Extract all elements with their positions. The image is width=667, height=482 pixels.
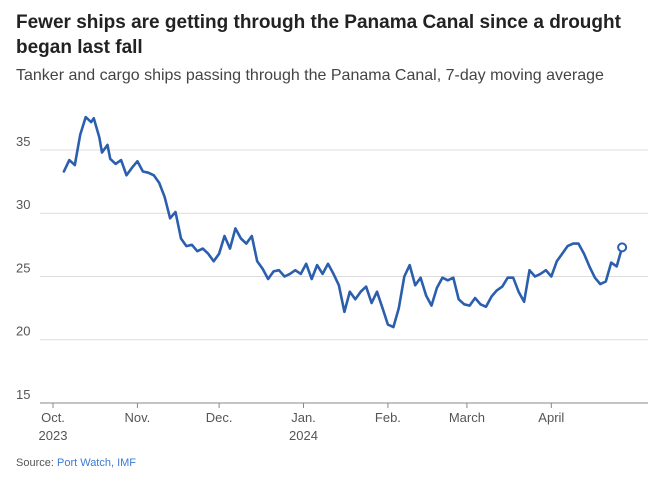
x-tick-year-label: 2024 bbox=[289, 428, 318, 443]
series-layer bbox=[62, 115, 628, 329]
x-tick-label: Dec. bbox=[206, 410, 233, 425]
y-tick-label: 30 bbox=[16, 197, 30, 212]
x-tick-label: April bbox=[538, 410, 564, 425]
x-tick-year-label: 2023 bbox=[39, 428, 68, 443]
chart-subtitle: Tanker and cargo ships passing through t… bbox=[16, 67, 604, 84]
x-axis: Oct. 2023 Nov. Dec. Jan. 2024 Feb. March April bbox=[39, 403, 564, 443]
y-tick-label: 15 bbox=[16, 387, 30, 402]
y-tick-label: 20 bbox=[16, 324, 30, 339]
source-link[interactable]: Port Watch, IMF bbox=[56, 457, 137, 469]
grid-lines: 15 20 25 30 35 bbox=[16, 134, 648, 404]
series-line bbox=[62, 115, 624, 329]
y-tick-label: 25 bbox=[16, 260, 30, 275]
x-tick-label: March bbox=[449, 410, 485, 425]
source-note: Source: Port Watch, IMF bbox=[16, 457, 136, 469]
x-tick-label: Nov. bbox=[125, 410, 151, 425]
x-tick-label: Oct. bbox=[41, 410, 65, 425]
y-tick-label: 35 bbox=[16, 134, 30, 149]
x-tick-label: Jan. bbox=[291, 410, 316, 425]
source-label: Source: bbox=[16, 457, 54, 469]
chart-title: Fewer ships are getting through the Pana… bbox=[16, 12, 621, 58]
last-point-marker bbox=[617, 242, 628, 253]
x-tick-label: Feb. bbox=[375, 410, 401, 425]
